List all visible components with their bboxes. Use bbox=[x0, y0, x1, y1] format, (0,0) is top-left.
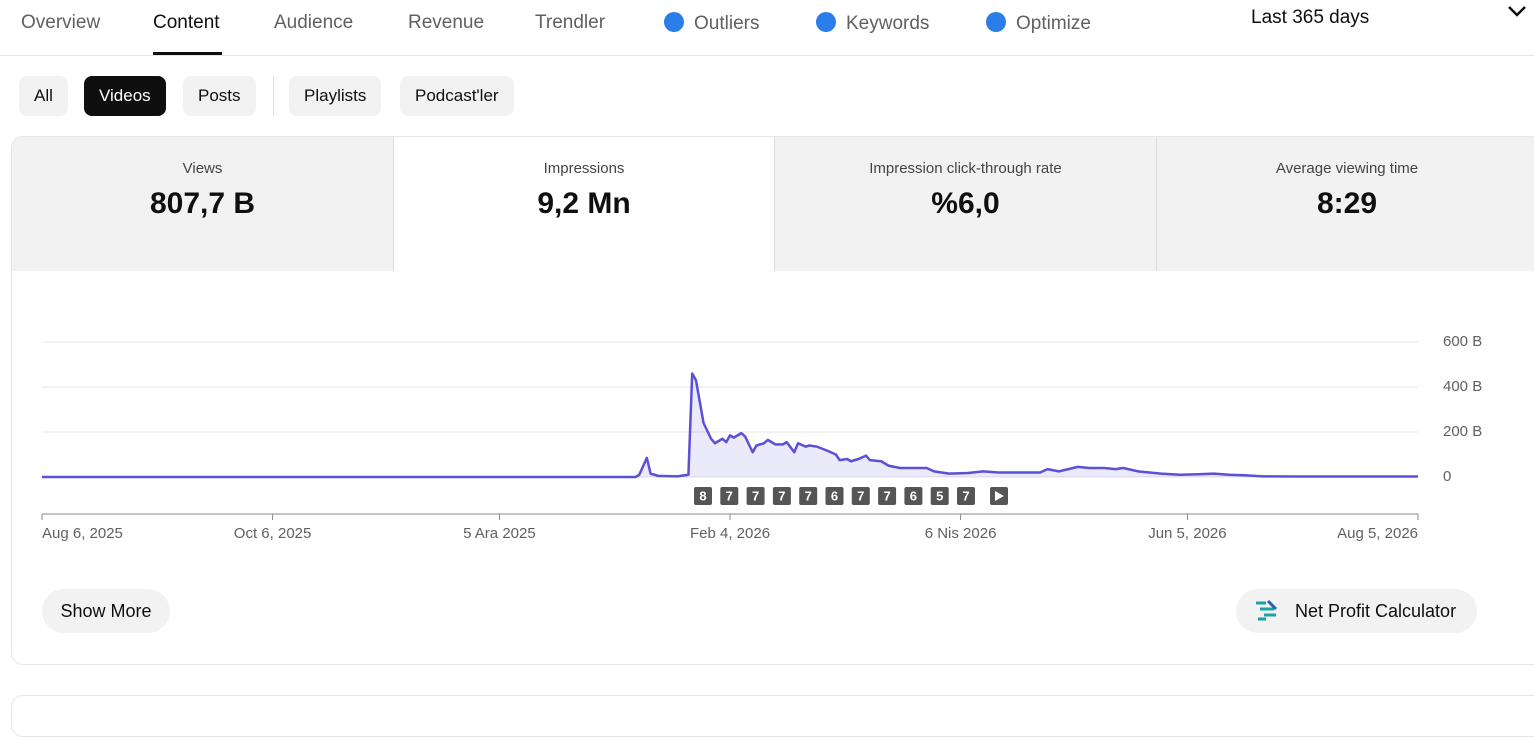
x-tick-label: 6 Nis 2026 bbox=[925, 525, 997, 542]
tab[interactable]: Revenue bbox=[408, 12, 485, 33]
metric-label: Average viewing time bbox=[1275, 160, 1419, 177]
metric-value: 8:29 bbox=[1316, 187, 1378, 220]
filter-chip[interactable]: Posts bbox=[183, 76, 256, 116]
metric-label: Impression click-through rate bbox=[869, 160, 1062, 177]
metric-label: Views bbox=[182, 160, 223, 177]
metric[interactable]: Impression click-through rate %6,0 bbox=[775, 137, 1157, 271]
metric[interactable]: Impressions 9,2 Mn bbox=[394, 137, 775, 271]
badge-label: 7 bbox=[778, 488, 785, 503]
badge-label: 5 bbox=[936, 488, 943, 503]
badge-box bbox=[878, 487, 897, 505]
tab-underline bbox=[153, 52, 222, 55]
badge-box bbox=[746, 487, 765, 505]
annotation-badge: 7 bbox=[746, 487, 765, 505]
annotation-badge: 7 bbox=[720, 487, 739, 505]
tab[interactable]: Keywords bbox=[816, 12, 929, 35]
metric-label: Impressions bbox=[543, 160, 625, 177]
tab[interactable]: Content bbox=[153, 12, 220, 33]
x-tick-label: Aug 5, 2026 bbox=[1337, 525, 1418, 542]
x-tick-label: Feb 4, 2026 bbox=[690, 525, 770, 542]
x-tick-label: Oct 6, 2025 bbox=[234, 525, 312, 542]
filter-chip[interactable]: Playlists bbox=[289, 76, 382, 116]
metric[interactable]: Views 807,7 B bbox=[12, 137, 394, 271]
analytics-card: Views 807,7 B Impressions 9,2 Mn Impressio… bbox=[11, 136, 1534, 665]
badge-label: 7 bbox=[752, 488, 759, 503]
calculator-button[interactable]: Net Profit Calculator bbox=[1236, 589, 1477, 633]
badge-label: 7 bbox=[883, 488, 890, 503]
badge-label: 7 bbox=[805, 488, 812, 503]
badge-box bbox=[825, 487, 844, 505]
tab-icon bbox=[986, 12, 1006, 32]
show-more-button[interactable]: Show More bbox=[42, 589, 170, 633]
annotation-badge: 7 bbox=[851, 487, 870, 505]
filter-chip[interactable]: Videos bbox=[84, 76, 166, 116]
tab[interactable]: Trendler bbox=[535, 12, 606, 33]
tab[interactable]: Audience bbox=[274, 12, 354, 33]
badge-label: 6 bbox=[831, 488, 838, 503]
metric[interactable]: Average viewing time 8:29 bbox=[1157, 137, 1534, 271]
x-tick-label: Jun 5, 2026 bbox=[1148, 525, 1226, 542]
badge-label: 6 bbox=[910, 488, 917, 503]
annotation-badge: 7 bbox=[878, 487, 897, 505]
badge-box bbox=[720, 487, 739, 505]
annotation-badge: 6 bbox=[904, 487, 923, 505]
badge-box bbox=[930, 487, 949, 505]
dropdown-chevron[interactable] bbox=[1506, 2, 1528, 20]
chart: 0 200 B 400 B 600 B Aug 6, 2025 Oct 6, 2025 5 … bbox=[41, 333, 1482, 542]
chip-divider bbox=[273, 76, 274, 116]
annotation-badge: 6 bbox=[825, 487, 844, 505]
metric-value: %6,0 bbox=[931, 187, 1000, 220]
badge-label: 7 bbox=[726, 488, 733, 503]
badge-box bbox=[904, 487, 923, 505]
metric-value: 9,2 Mn bbox=[537, 187, 631, 220]
badge-box bbox=[694, 487, 712, 505]
calculator-logo bbox=[1256, 599, 1278, 621]
tab-icon bbox=[664, 12, 684, 32]
annotation-badge: 7 bbox=[957, 487, 975, 505]
badge-box bbox=[957, 487, 975, 505]
metric-value: 807,7 B bbox=[149, 187, 256, 220]
badge-box bbox=[772, 487, 791, 505]
date-range[interactable]: Last 365 days bbox=[1251, 7, 1370, 28]
annotation-badge: 5 bbox=[930, 487, 949, 505]
y-tick-label: 0 bbox=[1443, 468, 1451, 485]
badge-label: 7 bbox=[857, 488, 864, 503]
line bbox=[42, 372, 1418, 479]
x-tick-label: 5 Ara 2025 bbox=[463, 525, 536, 542]
filter-chip[interactable]: Podcast'ler bbox=[400, 76, 514, 116]
y-tick-label: 400 B bbox=[1443, 378, 1482, 395]
tab[interactable]: Optimize bbox=[986, 12, 1091, 35]
y-tick-label: 200 B bbox=[1443, 423, 1482, 440]
annotation-badge: 7 bbox=[772, 487, 791, 505]
tab-icon bbox=[816, 12, 836, 32]
area bbox=[42, 373, 1418, 477]
badge-label: 8 bbox=[699, 488, 706, 503]
annotation-badge: 7 bbox=[799, 487, 818, 505]
tab-text: Optimize bbox=[1016, 13, 1091, 34]
badge-label: 7 bbox=[962, 488, 969, 503]
calculator-text: Net Profit Calculator bbox=[1295, 601, 1457, 621]
badge-box bbox=[799, 487, 818, 505]
x-tick-label: Aug 6, 2025 bbox=[42, 525, 123, 542]
badge-box bbox=[851, 487, 870, 505]
annotation-badge: 8 bbox=[694, 487, 712, 505]
tab-text: Outliers bbox=[694, 13, 760, 34]
tab[interactable]: Overview bbox=[21, 12, 101, 33]
tab[interactable]: Outliers bbox=[664, 12, 759, 35]
tab-text: Keywords bbox=[846, 13, 930, 34]
filter-chip[interactable]: All bbox=[19, 76, 68, 116]
tab-divider bbox=[0, 55, 1534, 56]
next-card bbox=[11, 695, 1534, 737]
y-tick-label: 600 B bbox=[1443, 333, 1482, 350]
play-icon bbox=[995, 491, 1004, 501]
